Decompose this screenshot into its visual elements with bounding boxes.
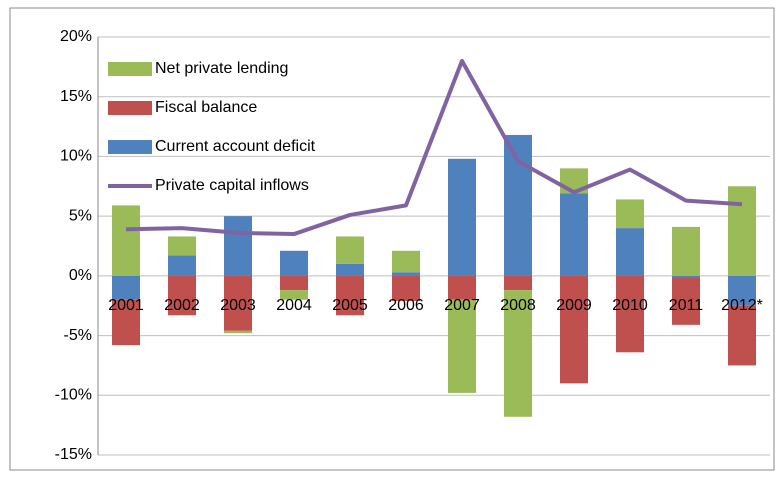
legend-swatch [108,101,152,115]
bar [728,186,756,276]
bar [112,205,140,276]
y-tick-label: -5% [64,327,92,344]
bar [336,236,364,264]
y-tick-label: 15% [60,88,92,105]
y-tick-label: -15% [55,446,92,463]
bar [504,134,532,276]
x-tick-label: 2002 [164,297,200,314]
bar [672,226,700,276]
legend-swatch [108,140,152,154]
legend-label: Fiscal balance [155,99,257,116]
bar [448,158,476,276]
bar [392,250,420,273]
x-tick-label: 2012* [721,297,763,314]
bar [616,228,644,276]
y-tick-label: 0% [69,267,92,284]
bar [672,275,700,278]
y-tick-label: 10% [60,148,92,165]
legend-label: Private capital inflows [155,177,309,194]
bar [560,275,588,384]
y-tick-label: 5% [69,207,92,224]
x-tick-label: 2007 [444,297,480,314]
bar [224,330,252,334]
bar [168,275,196,316]
bar [448,299,476,393]
bar [616,199,644,229]
bar [224,216,252,276]
x-tick-label: 2001 [108,297,144,314]
x-tick-label: 2006 [388,297,424,314]
legend-label: Net private lending [155,60,288,77]
bar [560,193,588,276]
bar [504,290,532,417]
bar [392,275,420,301]
y-tick-label: -10% [55,387,92,404]
bar [168,255,196,276]
bar [224,275,252,331]
bar [728,275,756,306]
bar [392,272,420,276]
bar [448,275,476,300]
line-series [125,58,743,237]
bar [112,299,140,346]
bar [672,277,700,325]
bar [336,275,364,316]
x-tick-label: 2005 [332,297,368,314]
x-tick-label: 2008 [500,297,536,314]
bar [336,263,364,276]
x-tick-label: 2003 [220,297,256,314]
bar [280,275,308,291]
x-tick-label: 2004 [276,297,312,314]
legend-swatch [108,62,152,76]
x-tick-label: 2010 [612,297,648,314]
bar [616,275,644,353]
y-tick-label: 20% [60,28,92,45]
bar [280,290,308,300]
bar [112,275,140,300]
bar [280,250,308,276]
x-tick-label: 2009 [556,297,592,314]
bar [168,236,196,256]
bar [728,305,756,366]
x-tick-label: 2011 [669,297,704,314]
legend-label: Current account deficit [155,138,316,155]
bar [504,275,532,291]
